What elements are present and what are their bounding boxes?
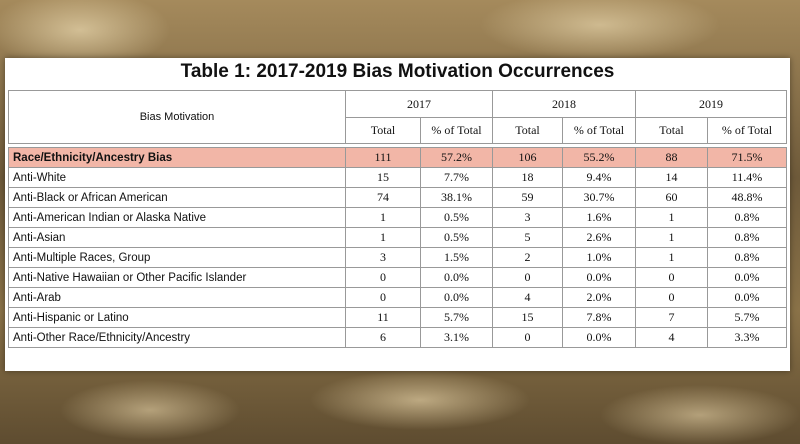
subcolumn-header: % of Total — [420, 117, 493, 144]
cell: 1 — [635, 247, 708, 268]
cell: 0.8% — [707, 227, 787, 248]
cell: 71.5% — [707, 147, 787, 168]
cell: 60 — [635, 187, 708, 208]
row-label: Anti-Asian — [8, 227, 346, 248]
cell: 7.8% — [562, 307, 636, 328]
row-label: Anti-Multiple Races, Group — [8, 247, 346, 268]
cell: 6 — [345, 327, 421, 348]
cell: 5.7% — [707, 307, 787, 328]
subcolumn-header: % of Total — [562, 117, 636, 144]
year-header: 2017 — [345, 90, 493, 118]
cell: 1 — [635, 207, 708, 228]
cell: 3.1% — [420, 327, 493, 348]
table: Bias Motivation 2017 2018 2019 Total% of Tot… — [8, 90, 787, 348]
data-row: Anti-Black or African American 74 38.1% 59 3… — [8, 187, 787, 208]
year-header: 2018 — [492, 90, 636, 118]
table-title: Table 1: 2017-2019 Bias Motivation Occur… — [180, 61, 615, 82]
subcolumn-header: Total — [635, 117, 708, 144]
cell: 4 — [635, 327, 708, 348]
row-label: Anti-Native Hawaiian or Other Pacific Is… — [8, 267, 346, 288]
cell: 0.0% — [562, 267, 636, 288]
cell: 2.0% — [562, 287, 636, 308]
cell: 5.7% — [420, 307, 493, 328]
row-label: Anti-White — [8, 167, 346, 188]
data-row: Anti-Hispanic or Latino 11 5.7% 15 7.8% 7 5.7% — [8, 307, 787, 328]
cell: 4 — [492, 287, 563, 308]
row-label: Anti-Arab — [8, 287, 346, 308]
cell: 2.6% — [562, 227, 636, 248]
cell: 9.4% — [562, 167, 636, 188]
data-row: Anti-Arab 0 0.0% 4 2.0% 0 0.0% — [8, 287, 787, 308]
cell: 74 — [345, 187, 421, 208]
data-row: Race/Ethnicity/Ancestry Bias 111 57.2% 106 5… — [8, 147, 787, 168]
cell: 0.0% — [707, 267, 787, 288]
subcolumn-header: Total — [492, 117, 563, 144]
table-panel: Table 1: 2017-2019 Bias Motivation Occur… — [5, 58, 790, 371]
subcolumn-header: % of Total — [707, 117, 787, 144]
cell: 14 — [635, 167, 708, 188]
data-row: Anti-Multiple Races, Group 3 1.5% 2 1.0% 1 0.8… — [8, 247, 787, 268]
row-label: Anti-Other Race/Ethnicity/Ancestry — [8, 327, 346, 348]
subcolumn-header: Total — [345, 117, 421, 144]
header-label: Bias Motivation — [8, 90, 346, 144]
cell: 0 — [492, 327, 563, 348]
cell: 1 — [345, 227, 421, 248]
cell: 48.8% — [707, 187, 787, 208]
row-label: Anti-Black or African American — [8, 187, 346, 208]
cell: 0.8% — [707, 207, 787, 228]
data-row: Anti-Native Hawaiian or Other Pacific Is… — [8, 267, 787, 288]
cell: 0 — [635, 287, 708, 308]
header-row: Bias Motivation 2017 2018 2019 — [8, 90, 787, 144]
cell: 3 — [345, 247, 421, 268]
cell: 88 — [635, 147, 708, 168]
cell: 38.1% — [420, 187, 493, 208]
data-row: Anti-Asian 1 0.5% 5 2.6% 1 0.8% — [8, 227, 787, 248]
cell: 1 — [345, 207, 421, 228]
cell: 1.6% — [562, 207, 636, 228]
cell: 11.4% — [707, 167, 787, 188]
cell: 1.0% — [562, 247, 636, 268]
cell: 0.0% — [707, 287, 787, 308]
cell: 7 — [635, 307, 708, 328]
cell: 0 — [345, 287, 421, 308]
year-header: 2019 — [635, 90, 787, 118]
cell: 11 — [345, 307, 421, 328]
cell: 15 — [492, 307, 563, 328]
cell: 57.2% — [420, 147, 493, 168]
cell: 30.7% — [562, 187, 636, 208]
cell: 111 — [345, 147, 421, 168]
cell: 5 — [492, 227, 563, 248]
cell: 1 — [635, 227, 708, 248]
cell: 0 — [345, 267, 421, 288]
cell: 0.0% — [562, 327, 636, 348]
cell: 59 — [492, 187, 563, 208]
cell: 18 — [492, 167, 563, 188]
data-row: Anti-Other Race/Ethnicity/Ancestry 6 3.1% 0… — [8, 327, 787, 348]
row-label: Anti-Hispanic or Latino — [8, 307, 346, 328]
cell: 55.2% — [562, 147, 636, 168]
cell: 15 — [345, 167, 421, 188]
cell: 0.5% — [420, 207, 493, 228]
cell: 2 — [492, 247, 563, 268]
cell: 1.5% — [420, 247, 493, 268]
cell: 106 — [492, 147, 563, 168]
cell: 0.0% — [420, 287, 493, 308]
cell: 0.0% — [420, 267, 493, 288]
subheader-row: Total% of Total Total% of Total Total% of … — [9, 117, 787, 144]
cell: 7.7% — [420, 167, 493, 188]
cell: 3.3% — [707, 327, 787, 348]
cell: 0 — [635, 267, 708, 288]
cell: 0.8% — [707, 247, 787, 268]
cell: 3 — [492, 207, 563, 228]
row-label: Anti-American Indian or Alaska Native — [8, 207, 346, 228]
row-label: Race/Ethnicity/Ancestry Bias — [8, 147, 346, 168]
cell: 0.5% — [420, 227, 493, 248]
cell: 0 — [492, 267, 563, 288]
data-row: Anti-White 15 7.7% 18 9.4% 14 11.4% — [8, 167, 787, 188]
data-row: Anti-American Indian or Alaska Native 1 0.… — [8, 207, 787, 228]
